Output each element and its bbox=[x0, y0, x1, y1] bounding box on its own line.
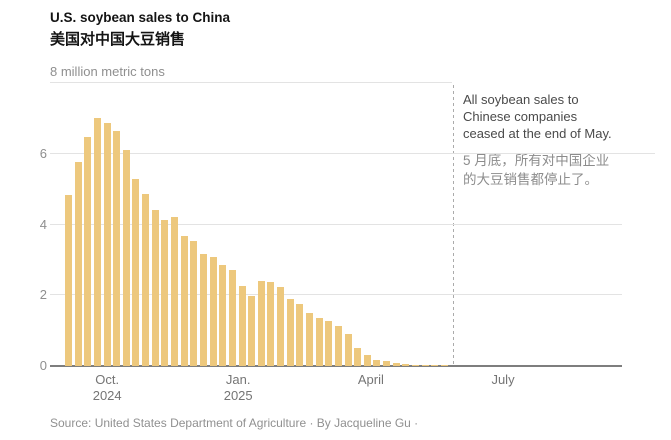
x-axis-label: Oct. 2024 bbox=[92, 372, 122, 403]
annotation-english: All soybean sales to Chinese companies c… bbox=[463, 91, 633, 142]
y-axis-tick-label: 4 bbox=[39, 216, 47, 232]
bar bbox=[363, 354, 371, 366]
plot-area: All soybean sales to Chinese companies c… bbox=[40, 82, 655, 373]
event-marker-dashed-line bbox=[452, 85, 454, 366]
source-credit: Source: United States Department of Agri… bbox=[50, 416, 419, 430]
annotation-line: 的大豆销售都停止了。 bbox=[462, 172, 598, 187]
bar bbox=[431, 364, 439, 366]
x-axis-label: April bbox=[357, 372, 384, 387]
gridline bbox=[50, 294, 622, 296]
bar bbox=[267, 282, 275, 366]
bar bbox=[392, 363, 400, 366]
gridline bbox=[50, 82, 452, 83]
chart-title-chinese: 美国对中国大豆销售 bbox=[50, 31, 186, 48]
annotation-line: ceased at the end of May. bbox=[462, 126, 612, 141]
bar bbox=[354, 348, 362, 366]
x-axis-label: Jan. 2025 bbox=[223, 372, 253, 403]
bar bbox=[286, 299, 294, 366]
gridline bbox=[50, 223, 622, 225]
bar bbox=[257, 281, 265, 366]
bar bbox=[334, 326, 342, 366]
annotation-chinese: 5 月底，所有对中国企业 的大豆销售都停止了。 bbox=[463, 151, 633, 189]
bar bbox=[161, 220, 169, 366]
bar bbox=[421, 364, 429, 366]
y-axis-tick-label: 6 bbox=[39, 145, 47, 161]
bar bbox=[219, 264, 227, 366]
bar bbox=[402, 364, 410, 366]
bar bbox=[373, 360, 381, 366]
bar bbox=[74, 161, 82, 366]
bar bbox=[142, 194, 150, 366]
x-axis-label: July bbox=[491, 372, 515, 387]
bar bbox=[151, 210, 159, 366]
bar bbox=[93, 118, 101, 366]
annotation-line: Chinese companies bbox=[462, 109, 578, 124]
bar bbox=[132, 178, 140, 366]
bar bbox=[199, 253, 207, 366]
bar bbox=[248, 295, 256, 366]
annotation-line: 5 月底，所有对中国企业 bbox=[462, 153, 610, 168]
bar bbox=[306, 312, 313, 366]
bar bbox=[171, 216, 179, 366]
bar bbox=[383, 361, 391, 366]
bar bbox=[344, 334, 352, 366]
bar bbox=[277, 287, 285, 366]
annotation-line: All soybean sales to bbox=[462, 92, 579, 107]
y-axis-unit-label: 8 million metric tons bbox=[50, 64, 165, 79]
bar bbox=[84, 137, 92, 366]
y-axis-tick-label: 2 bbox=[39, 287, 47, 303]
x-axis: Oct. 2024 Jan. 2025 April July bbox=[50, 372, 622, 408]
bar bbox=[65, 195, 72, 366]
bar bbox=[180, 235, 188, 366]
bar bbox=[209, 257, 217, 366]
bar bbox=[103, 122, 111, 366]
y-axis-tick-label: 0 bbox=[39, 358, 47, 373]
bar bbox=[440, 365, 448, 366]
bar bbox=[122, 149, 130, 366]
annotation: All soybean sales to Chinese companies c… bbox=[463, 91, 633, 189]
bar bbox=[296, 303, 304, 366]
bar bbox=[238, 286, 246, 366]
bar bbox=[325, 321, 333, 366]
bar bbox=[412, 364, 420, 366]
gridline bbox=[50, 152, 655, 154]
bar bbox=[228, 269, 236, 366]
bar bbox=[113, 130, 121, 366]
x-axis-line bbox=[50, 365, 622, 367]
chart-title: U.S. soybean sales to China bbox=[50, 10, 231, 25]
bar bbox=[190, 241, 198, 366]
bar bbox=[315, 317, 323, 366]
